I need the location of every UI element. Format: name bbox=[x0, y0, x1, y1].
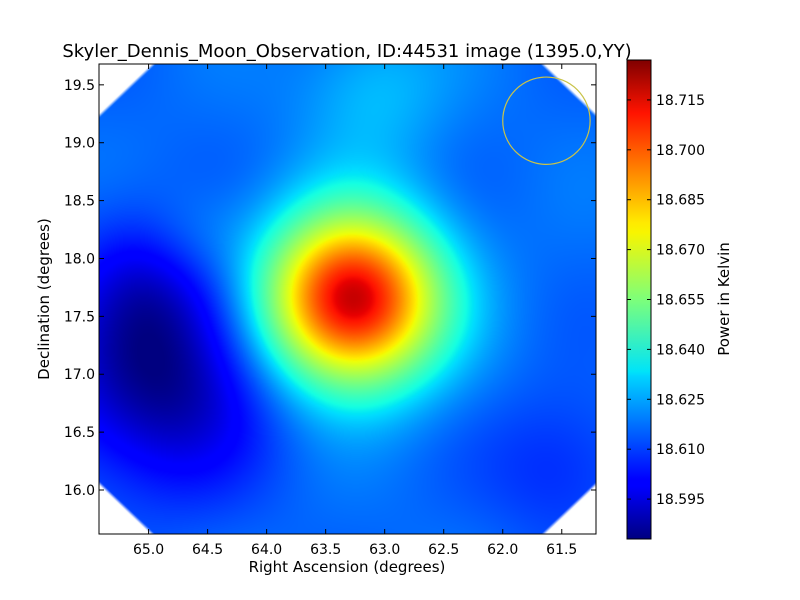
colorbar-tick-label: 18.670 bbox=[656, 243, 705, 259]
x-axis: 65.0 64.5 64.0 63.5 63.0 62.5 62.0 61.5 bbox=[133, 64, 577, 558]
x-tick-label: 63.5 bbox=[310, 542, 341, 558]
colorbar-label: Power in Kelvin bbox=[715, 242, 733, 356]
y-tick-label: 17.5 bbox=[64, 309, 95, 325]
y-tick-label: 16.5 bbox=[64, 425, 95, 441]
beam-circle bbox=[502, 76, 591, 166]
x-axis-label: Right Ascension (degrees) bbox=[249, 558, 446, 576]
y-axis: 16.0 16.5 17.0 17.5 18.0 18.5 19.0 19.5 bbox=[64, 78, 596, 499]
x-tick-label: 63.0 bbox=[369, 542, 400, 558]
colorbar-tick-label: 18.625 bbox=[656, 392, 705, 408]
y-axis-label: Declination (degrees) bbox=[35, 218, 53, 380]
colorbar-tick-label: 18.700 bbox=[656, 143, 705, 159]
x-tick-label: 62.0 bbox=[487, 542, 518, 558]
colorbar: 18.595 18.610 18.625 18.640 18.655 18.670 18.6… bbox=[626, 59, 733, 540]
y-tick-label: 19.0 bbox=[64, 136, 95, 152]
heatmap-area bbox=[98, 63, 597, 535]
chart-title: Skyler_Dennis_Moon_Observation, ID:44531… bbox=[62, 41, 631, 62]
x-tick-label: 61.5 bbox=[546, 542, 577, 558]
y-tick-label: 18.0 bbox=[64, 251, 95, 267]
x-tick-label: 65.0 bbox=[133, 542, 164, 558]
colorbar-tick-label: 18.655 bbox=[656, 293, 705, 309]
plot-frame bbox=[98, 63, 597, 535]
x-tick-label: 64.5 bbox=[192, 542, 223, 558]
y-tick-label: 18.5 bbox=[64, 194, 95, 210]
y-tick-label: 16.0 bbox=[64, 483, 95, 499]
colorbar-tick-label: 18.595 bbox=[656, 492, 705, 508]
x-tick-label: 62.5 bbox=[428, 542, 459, 558]
colorbar-tick-label: 18.610 bbox=[656, 442, 705, 458]
y-tick-label: 17.0 bbox=[64, 367, 95, 383]
colorbar-ticks: 18.595 18.610 18.625 18.640 18.655 18.670 18.6… bbox=[627, 93, 705, 508]
x-tick-label: 64.0 bbox=[251, 542, 282, 558]
colorbar-tick-label: 18.685 bbox=[656, 193, 705, 209]
y-tick-label: 19.5 bbox=[64, 78, 95, 94]
colorbar-tick-label: 18.715 bbox=[656, 93, 705, 109]
colorbar-tick-label: 18.640 bbox=[656, 342, 705, 358]
